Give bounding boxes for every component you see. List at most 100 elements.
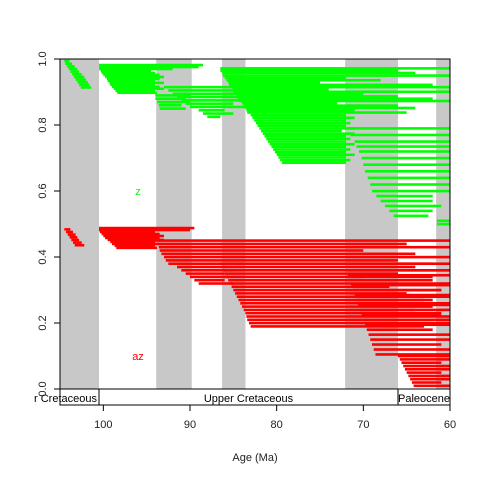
taxon-range-bar: [354, 293, 450, 297]
taxon-range-bar: [106, 77, 160, 81]
taxon-range-bar: [349, 278, 433, 282]
taxon-range-bar: [222, 265, 416, 269]
taxon-range-bar: [248, 321, 450, 325]
taxon-range-bar: [250, 113, 346, 117]
taxon-range-bar: [269, 142, 355, 146]
taxon-range-bar: [238, 298, 424, 302]
taxon-range-bar: [385, 204, 442, 208]
taxon-range-bar: [185, 272, 225, 275]
green-range-series: [64, 59, 450, 226]
taxon-range-bar: [368, 333, 450, 336]
taxon-range-bar: [262, 132, 355, 135]
taxon-range-bar: [223, 269, 450, 272]
taxon-range-bar: [165, 259, 398, 262]
taxon-range-bar: [361, 313, 442, 317]
taxon-range-bar: [236, 95, 398, 98]
taxon-range-bar: [247, 111, 407, 114]
taxon-range-bar: [75, 78, 86, 81]
x-tick-label: 90: [184, 419, 196, 431]
taxon-range-bar: [276, 153, 355, 157]
taxon-range-bar: [411, 381, 442, 384]
taxon-range-bar: [398, 354, 450, 358]
taxon-range-bar: [373, 348, 450, 351]
x-axis-title: Age (Ma): [232, 452, 277, 464]
taxon-range-bar: [158, 104, 182, 107]
taxon-range-bar: [255, 121, 351, 125]
y-tick-label: 1.0: [37, 51, 49, 66]
taxon-range-bar: [403, 364, 450, 368]
taxon-range-bar: [372, 343, 442, 346]
stage-shade: [156, 59, 192, 389]
taxon-range-bar: [230, 85, 364, 89]
taxon-range-bar: [181, 269, 234, 272]
taxon-range-bar: [254, 119, 346, 122]
taxon-range-bar: [185, 102, 234, 105]
taxon-range-bar: [220, 69, 398, 72]
taxon-range-bar: [370, 338, 450, 341]
taxon-range-bar: [240, 302, 450, 305]
y-tick-label: 0.0: [37, 381, 49, 396]
taxon-range-bar: [109, 81, 164, 85]
taxon-range-bar: [356, 145, 450, 148]
epoch-label: Upper Cretaceous: [204, 393, 294, 405]
taxon-range-bar: [235, 292, 407, 295]
taxon-range-bar: [194, 278, 225, 282]
taxon-range-bar: [346, 127, 450, 130]
taxon-range-bar: [274, 150, 346, 154]
taxon-range-bar: [401, 361, 442, 364]
taxon-range-bar: [69, 236, 78, 239]
taxon-range-bar: [365, 323, 450, 327]
taxon-range-bar: [245, 106, 416, 110]
taxon-range-bar: [264, 135, 346, 138]
taxon-range-bar: [158, 245, 451, 249]
taxon-range-bar: [252, 116, 355, 120]
taxon-range-bar: [207, 115, 221, 119]
taxon-range-bar: [226, 78, 381, 82]
x-tick-label: 80: [271, 419, 283, 431]
taxon-range-bar: [66, 230, 73, 234]
taxon-range-bar: [114, 244, 156, 248]
taxon-range-bar: [380, 199, 433, 203]
taxon-range-bar: [228, 278, 364, 282]
taxon-range-bar: [363, 318, 450, 322]
taxon-range-bar: [66, 65, 75, 68]
taxon-range-bar: [161, 252, 416, 256]
red-range-series: [64, 226, 451, 388]
taxon-range-bar: [101, 71, 156, 75]
taxon-range-bar: [105, 75, 164, 79]
taxon-range-bar: [250, 325, 424, 328]
taxon-range-bar: [77, 80, 88, 84]
epoch-label: Paleocene: [398, 393, 450, 405]
taxon-range-bar: [99, 230, 156, 234]
taxon-range-bar: [68, 67, 78, 71]
stage-shade: [60, 59, 99, 389]
taxon-range-bar: [70, 70, 80, 73]
taxon-range-bar: [198, 108, 225, 112]
x-tick-label: 60: [444, 419, 456, 431]
taxon-range-bar: [246, 108, 355, 112]
x-tick-label: 70: [357, 419, 369, 431]
taxon-range-bar: [110, 240, 156, 244]
taxon-range-bar: [159, 107, 186, 110]
taxon-range-bar: [351, 283, 450, 287]
taxon-range-bar: [271, 145, 346, 149]
taxon-range-bar: [242, 102, 338, 105]
taxon-range-bar: [365, 170, 450, 173]
x-tick-label: 100: [94, 419, 112, 431]
taxon-range-bar: [107, 79, 156, 83]
taxon-range-bar: [79, 83, 90, 87]
taxon-range-bar: [229, 83, 433, 87]
taxon-range-bar: [247, 318, 433, 322]
taxon-range-bar: [222, 71, 416, 75]
taxon-range-bar: [73, 241, 82, 244]
taxon-range-bar: [116, 246, 158, 250]
y-tick-label: 0.6: [37, 183, 49, 198]
y-axis: 0.0 0.2 0.4 0.6 0.8 1.0: [37, 51, 61, 397]
taxon-range-bar: [358, 303, 450, 307]
taxon-range-bar: [246, 315, 450, 318]
taxon-range-bar: [268, 140, 346, 143]
taxon-range-bar: [437, 219, 450, 223]
taxon-range-bar: [408, 374, 450, 378]
taxon-range-bar: [71, 238, 80, 242]
taxon-range-bar: [259, 127, 355, 130]
